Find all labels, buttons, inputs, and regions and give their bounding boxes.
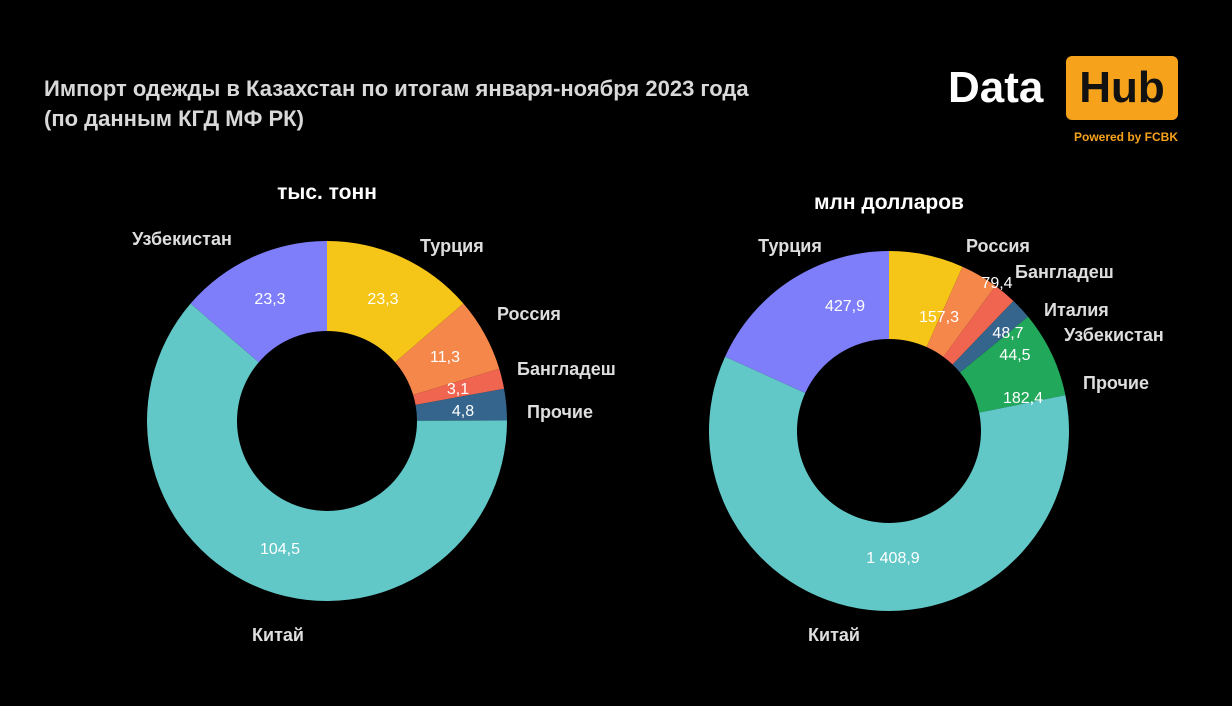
slice-other-dollars <box>960 316 1066 413</box>
value-label-uzbekistan-tonnes: 23,3 <box>254 291 285 308</box>
slice-turkey-dollars <box>725 251 889 393</box>
slice-russia-dollars <box>889 251 963 348</box>
category-label-china-tonnes: Китай <box>252 625 304 645</box>
slice-other-tonnes <box>415 388 507 421</box>
category-label-russia-dollars: Россия <box>966 236 1030 256</box>
slice-china-tonnes <box>146 303 507 601</box>
slice-china-dollars <box>708 356 1069 612</box>
category-label-bangladesh-tonnes: Бангладеш <box>517 359 616 379</box>
value-label-other-tonnes: 4,8 <box>452 403 474 420</box>
slice-italy-dollars <box>943 285 1014 365</box>
title-line-1: Импорт одежды в Казахстан по итогам янва… <box>44 76 749 101</box>
chart-subtitle-tonnes: тыс. тонн <box>277 181 377 204</box>
slice-bangladesh-dollars <box>926 266 996 357</box>
donut-chart-dollars: млн долларов 157,3 79,4 48,7 44,5 182,4 1 408… <box>708 191 1164 645</box>
value-label-russia-tonnes: 11,3 <box>430 349 460 366</box>
category-label-turkey-tonnes: Турция <box>420 236 484 256</box>
datahub-logo: Data Hub Powered by FCBK <box>948 56 1184 146</box>
chart-title: Импорт одежды в Казахстан по итогам янва… <box>44 74 904 134</box>
title-line-2: (по данным КГД МФ РК) <box>44 106 304 131</box>
category-label-other-tonnes: Прочие <box>527 402 593 422</box>
category-label-turkey-dollars: Турция <box>758 236 822 256</box>
slice-bangladesh-tonnes <box>413 368 505 405</box>
category-label-other-dollars: Прочие <box>1083 373 1149 393</box>
category-label-russia-tonnes: Россия <box>497 304 561 324</box>
category-label-uzbekistan-dollars: Узбекистан <box>1064 325 1164 345</box>
value-label-russia-dollars: 157,3 <box>919 309 959 326</box>
category-label-bangladesh-dollars: Бангладеш <box>1015 262 1114 282</box>
value-label-china-tonnes: 104,5 <box>260 541 300 558</box>
value-label-turkey-dollars: 427,9 <box>825 298 865 315</box>
logo-hub-badge: Hub <box>1066 56 1178 120</box>
category-label-italy-dollars: Италия <box>1044 300 1109 320</box>
category-label-uzbekistan-tonnes: Узбекистан <box>132 229 232 249</box>
slice-turkey-tonnes <box>327 241 464 363</box>
value-label-uzbekistan-dollars: 44,5 <box>999 347 1030 364</box>
chart-subtitle-dollars: млн долларов <box>814 191 964 214</box>
slice-uzbekistan-tonnes <box>190 241 327 363</box>
value-label-other-dollars: 182,4 <box>1003 390 1043 407</box>
slice-russia-tonnes <box>395 303 500 395</box>
value-label-bangladesh-dollars: 79,4 <box>981 275 1012 292</box>
slice-uzbekistan-dollars <box>952 300 1029 373</box>
logo-powered-by: Powered by FCBK <box>1073 130 1178 144</box>
logo-data-text: Data <box>948 63 1044 112</box>
donut-chart-tonnes: тыс. тонн 23,3 11,3 3,1 4,8 104,5 23,3 Турция Р… <box>132 181 616 645</box>
value-label-italy-dollars: 48,7 <box>992 325 1023 342</box>
value-label-turkey-tonnes: 23,3 <box>367 291 398 308</box>
value-label-china-dollars: 1 408,9 <box>866 550 919 567</box>
category-label-china-dollars: Китай <box>808 625 860 645</box>
value-label-bangladesh-tonnes: 3,1 <box>447 381 469 398</box>
